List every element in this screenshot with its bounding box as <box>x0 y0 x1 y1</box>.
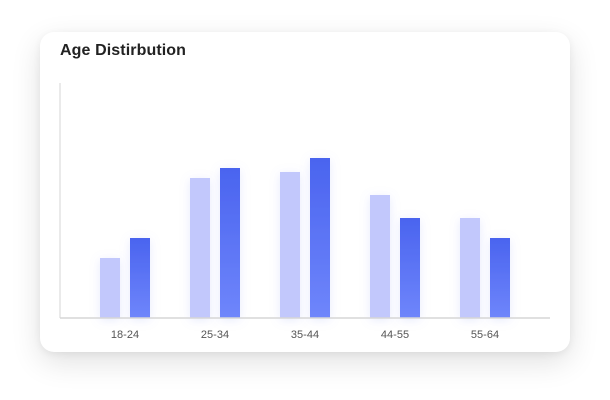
bar-18-24-series-1 <box>100 258 120 318</box>
bar-44-55-series-1 <box>370 195 390 318</box>
bar-55-64-series-2 <box>490 238 510 318</box>
x-tick-label-35-44: 35-44 <box>291 329 319 341</box>
bar-25-34-series-2 <box>220 168 240 318</box>
bar-chart: 18-24 25-34 35-44 44-55 55-64 <box>59 83 550 341</box>
bar-35-44-series-2 <box>310 158 330 318</box>
chart-title: Age Distirbution <box>60 42 187 59</box>
chart-card: Age Distirbution 18-24 25-34 35-44 44-55 55-… <box>40 32 570 352</box>
x-tick-label-44-55: 44-55 <box>381 329 409 341</box>
x-tick-label-55-64: 55-64 <box>471 329 499 341</box>
x-tick-label-18-24: 18-24 <box>111 329 139 341</box>
x-tick-labels: 18-24 25-34 35-44 44-55 55-64 <box>111 329 499 341</box>
bar-25-34-series-1 <box>190 178 210 318</box>
bar-55-64-series-1 <box>460 218 480 318</box>
x-tick-label-25-34: 25-34 <box>201 329 229 341</box>
bars-group <box>100 158 510 318</box>
bar-18-24-series-2 <box>130 238 150 318</box>
bar-44-55-series-2 <box>400 218 420 318</box>
bar-35-44-series-1 <box>280 172 300 318</box>
